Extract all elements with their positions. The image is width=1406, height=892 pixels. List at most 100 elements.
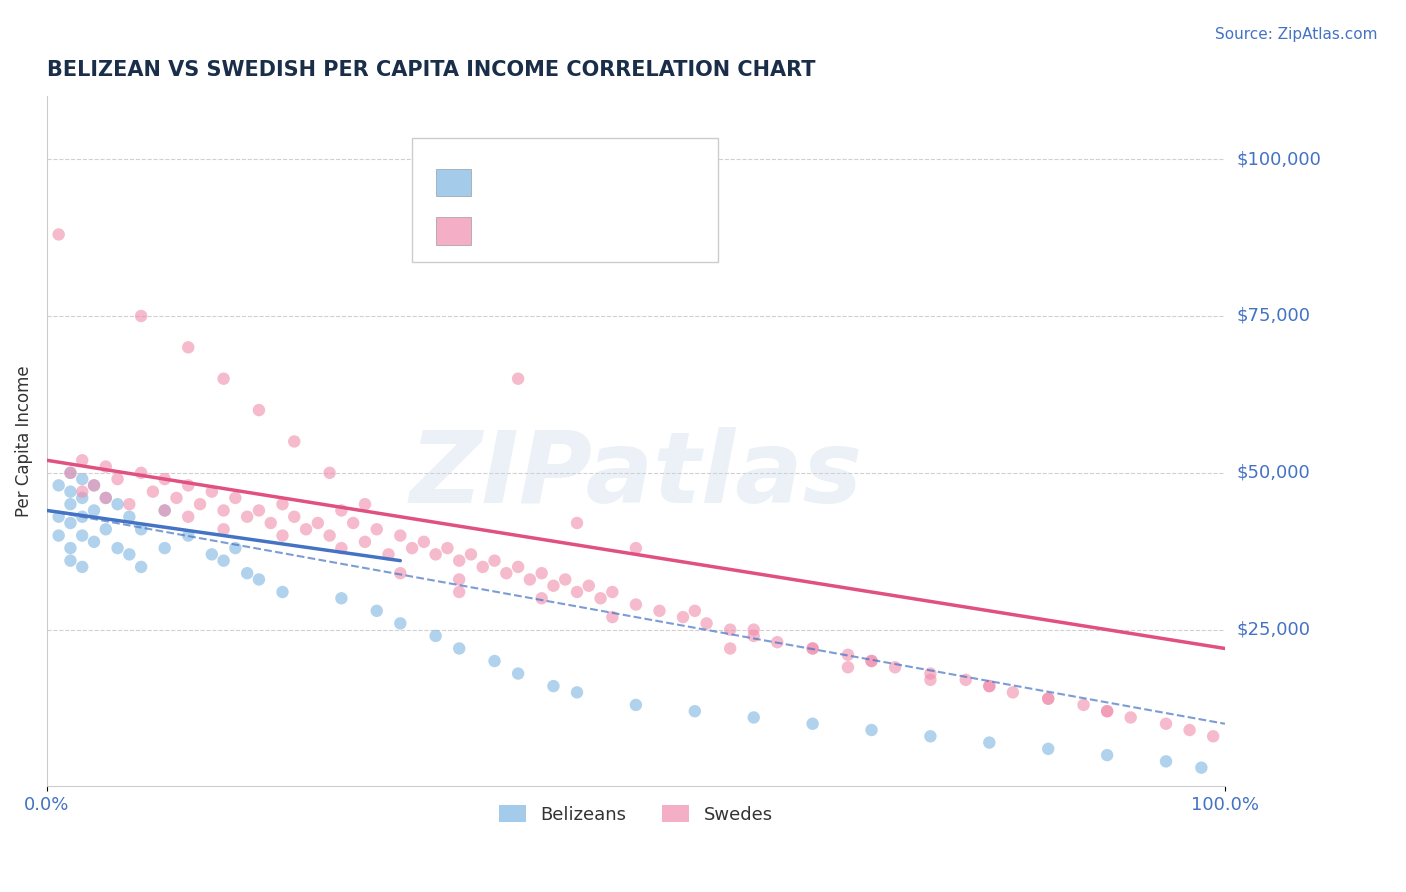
Point — [271, 528, 294, 542]
Point — [318, 466, 340, 480]
Point — [59, 554, 82, 568]
Point — [129, 466, 152, 480]
Point — [920, 673, 942, 687]
Point — [506, 666, 529, 681]
Point — [436, 541, 458, 555]
Point — [177, 509, 200, 524]
Point — [519, 573, 541, 587]
Point — [837, 660, 859, 674]
Point — [330, 541, 353, 555]
Point — [107, 541, 129, 555]
Point — [506, 560, 529, 574]
Point — [153, 541, 176, 555]
Point — [212, 554, 235, 568]
Point — [48, 227, 70, 242]
Point — [153, 503, 176, 517]
Point — [979, 735, 1001, 749]
FancyBboxPatch shape — [436, 217, 471, 244]
Point — [118, 497, 141, 511]
Legend: Belizeans, Swedes: Belizeans, Swedes — [489, 797, 782, 832]
Point — [70, 491, 93, 505]
Point — [129, 309, 152, 323]
Point — [188, 497, 211, 511]
Text: R =  -0.487: R = -0.487 — [485, 219, 616, 236]
Point — [449, 641, 471, 656]
Point — [224, 491, 246, 505]
Point — [565, 685, 588, 699]
Point — [554, 573, 576, 587]
Text: $25,000: $25,000 — [1237, 621, 1310, 639]
Point — [530, 566, 553, 581]
Point — [920, 666, 942, 681]
Point — [543, 579, 565, 593]
Point — [177, 528, 200, 542]
Point — [449, 554, 471, 568]
Point — [354, 534, 377, 549]
Point — [70, 453, 93, 467]
Point — [1038, 691, 1060, 706]
Point — [718, 623, 741, 637]
Point — [495, 566, 517, 581]
Point — [247, 573, 270, 587]
Point — [59, 541, 82, 555]
Point — [1095, 704, 1118, 718]
Point — [224, 541, 246, 555]
Point — [271, 585, 294, 599]
Point — [70, 509, 93, 524]
Point — [1202, 729, 1225, 743]
Point — [354, 497, 377, 511]
Y-axis label: Per Capita Income: Per Capita Income — [15, 366, 32, 517]
Point — [506, 372, 529, 386]
Point — [530, 591, 553, 606]
Point — [801, 716, 824, 731]
Point — [201, 484, 224, 499]
Point — [118, 547, 141, 561]
Point — [212, 522, 235, 536]
Point — [565, 585, 588, 599]
Point — [83, 503, 105, 517]
Point — [142, 484, 165, 499]
Point — [48, 509, 70, 524]
Point — [307, 516, 329, 530]
Point — [766, 635, 789, 649]
Point — [672, 610, 695, 624]
Point — [59, 466, 82, 480]
Point — [70, 484, 93, 499]
Point — [460, 547, 482, 561]
Text: BELIZEAN VS SWEDISH PER CAPITA INCOME CORRELATION CHART: BELIZEAN VS SWEDISH PER CAPITA INCOME CO… — [46, 60, 815, 79]
Point — [236, 509, 259, 524]
Point — [860, 654, 883, 668]
Point — [129, 522, 152, 536]
Text: N = 102: N = 102 — [600, 219, 681, 236]
Point — [602, 610, 624, 624]
Point — [129, 560, 152, 574]
Point — [979, 679, 1001, 693]
Point — [107, 472, 129, 486]
Point — [201, 547, 224, 561]
FancyBboxPatch shape — [412, 138, 718, 262]
Point — [342, 516, 364, 530]
Point — [484, 554, 506, 568]
Point — [94, 522, 117, 536]
Point — [1038, 691, 1060, 706]
Point — [295, 522, 318, 536]
Point — [70, 472, 93, 486]
Point — [401, 541, 423, 555]
Point — [330, 503, 353, 517]
Point — [412, 534, 434, 549]
Point — [565, 516, 588, 530]
Point — [377, 547, 399, 561]
Point — [683, 704, 706, 718]
Point — [449, 573, 471, 587]
Point — [83, 478, 105, 492]
Point — [1119, 710, 1142, 724]
Point — [389, 616, 412, 631]
Point — [425, 629, 447, 643]
Point — [589, 591, 612, 606]
Point — [247, 403, 270, 417]
Point — [212, 503, 235, 517]
Point — [718, 641, 741, 656]
Point — [70, 528, 93, 542]
Point — [94, 459, 117, 474]
Point — [801, 641, 824, 656]
